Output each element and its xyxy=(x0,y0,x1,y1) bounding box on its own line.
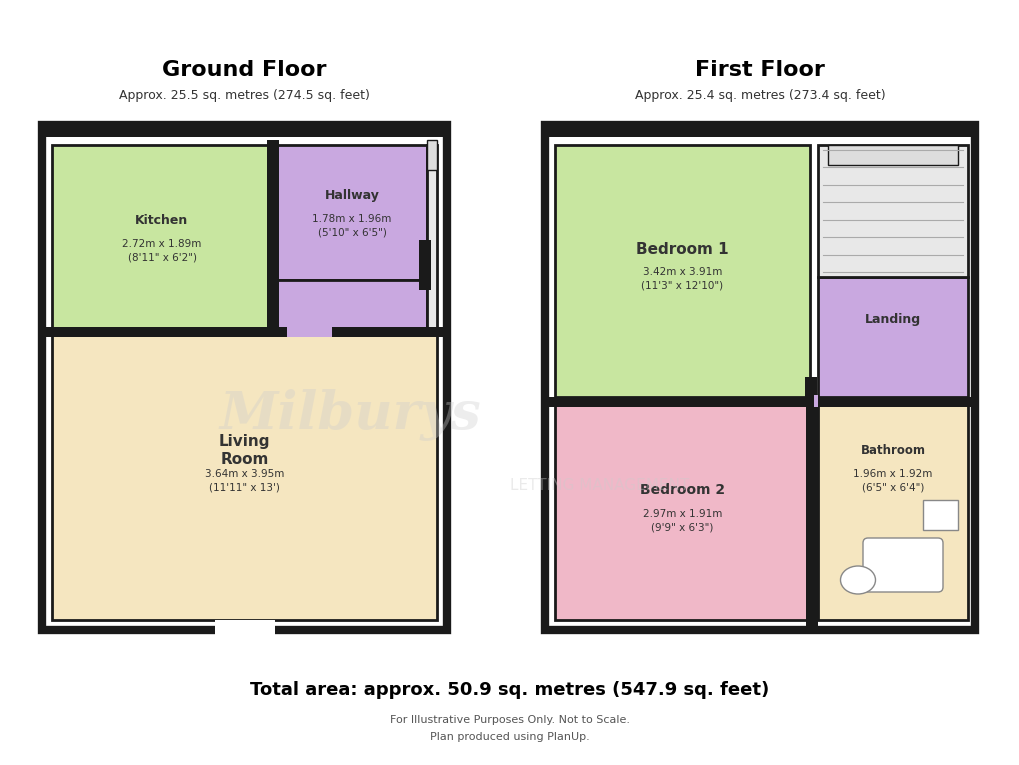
Text: 2.72m x 1.89m
(8'11" x 6'2"): 2.72m x 1.89m (8'11" x 6'2") xyxy=(122,239,202,262)
Text: Approx. 25.5 sq. metres (274.5 sq. feet): Approx. 25.5 sq. metres (274.5 sq. feet) xyxy=(119,89,370,102)
Text: Bedroom 1: Bedroom 1 xyxy=(636,242,729,256)
Bar xyxy=(52,145,272,330)
Bar xyxy=(554,405,809,620)
Bar xyxy=(419,240,431,290)
Text: Ground Floor: Ground Floor xyxy=(162,60,326,80)
FancyBboxPatch shape xyxy=(862,538,943,592)
Bar xyxy=(214,620,274,635)
Bar xyxy=(267,140,279,335)
Bar xyxy=(427,145,436,330)
Text: Total area: approx. 50.9 sq. metres (547.9 sq. feet): Total area: approx. 50.9 sq. metres (547… xyxy=(250,681,769,699)
Bar xyxy=(277,145,427,280)
Bar xyxy=(544,125,974,137)
Text: Landing: Landing xyxy=(864,314,920,327)
Bar xyxy=(42,125,446,630)
Bar xyxy=(804,377,816,407)
Bar xyxy=(813,395,817,407)
Bar xyxy=(544,397,974,407)
Bar xyxy=(52,335,436,620)
Bar xyxy=(42,125,446,137)
Text: Plan produced using PlanUp.: Plan produced using PlanUp. xyxy=(430,732,589,742)
Bar xyxy=(827,145,957,165)
Bar xyxy=(286,327,331,337)
Bar xyxy=(42,125,446,630)
Text: 3.64m x 3.95m
(11'11" x 13'): 3.64m x 3.95m (11'11" x 13') xyxy=(205,469,284,492)
Bar xyxy=(922,500,957,530)
Bar xyxy=(427,140,436,170)
Text: 2.97m x 1.91m
(9'9" x 6'3"): 2.97m x 1.91m (9'9" x 6'3") xyxy=(642,509,721,532)
Bar xyxy=(42,327,446,337)
Bar xyxy=(817,405,967,620)
Bar xyxy=(817,145,967,277)
Text: Hallway: Hallway xyxy=(324,189,379,202)
Ellipse shape xyxy=(840,566,874,594)
Bar xyxy=(805,395,817,630)
Bar xyxy=(277,280,427,330)
Text: Kitchen: Kitchen xyxy=(136,214,189,227)
Text: Milburys: Milburys xyxy=(219,389,480,441)
Text: 3.42m x 3.91m
(11'3" x 12'10"): 3.42m x 3.91m (11'3" x 12'10") xyxy=(641,268,722,291)
Text: For Illustrative Purposes Only. Not to Scale.: For Illustrative Purposes Only. Not to S… xyxy=(389,715,630,725)
Text: Bathroom: Bathroom xyxy=(860,444,924,457)
Text: First Floor: First Floor xyxy=(694,60,824,80)
Bar xyxy=(817,277,967,397)
Bar xyxy=(554,145,809,397)
Bar xyxy=(544,125,974,630)
Bar xyxy=(42,327,446,335)
Text: 1.96m x 1.92m
(6'5" x 6'4"): 1.96m x 1.92m (6'5" x 6'4") xyxy=(853,469,931,492)
Text: 1.78m x 1.96m
(5'10" x 6'5"): 1.78m x 1.96m (5'10" x 6'5") xyxy=(312,214,391,237)
Bar xyxy=(544,125,974,630)
Text: LETTING MANAGEMENT: LETTING MANAGEMENT xyxy=(510,477,689,493)
Text: Living
Room: Living Room xyxy=(218,435,270,467)
Text: Bedroom 2: Bedroom 2 xyxy=(639,483,725,497)
Bar xyxy=(219,620,269,630)
Text: Approx. 25.4 sq. metres (273.4 sq. feet): Approx. 25.4 sq. metres (273.4 sq. feet) xyxy=(634,89,884,102)
